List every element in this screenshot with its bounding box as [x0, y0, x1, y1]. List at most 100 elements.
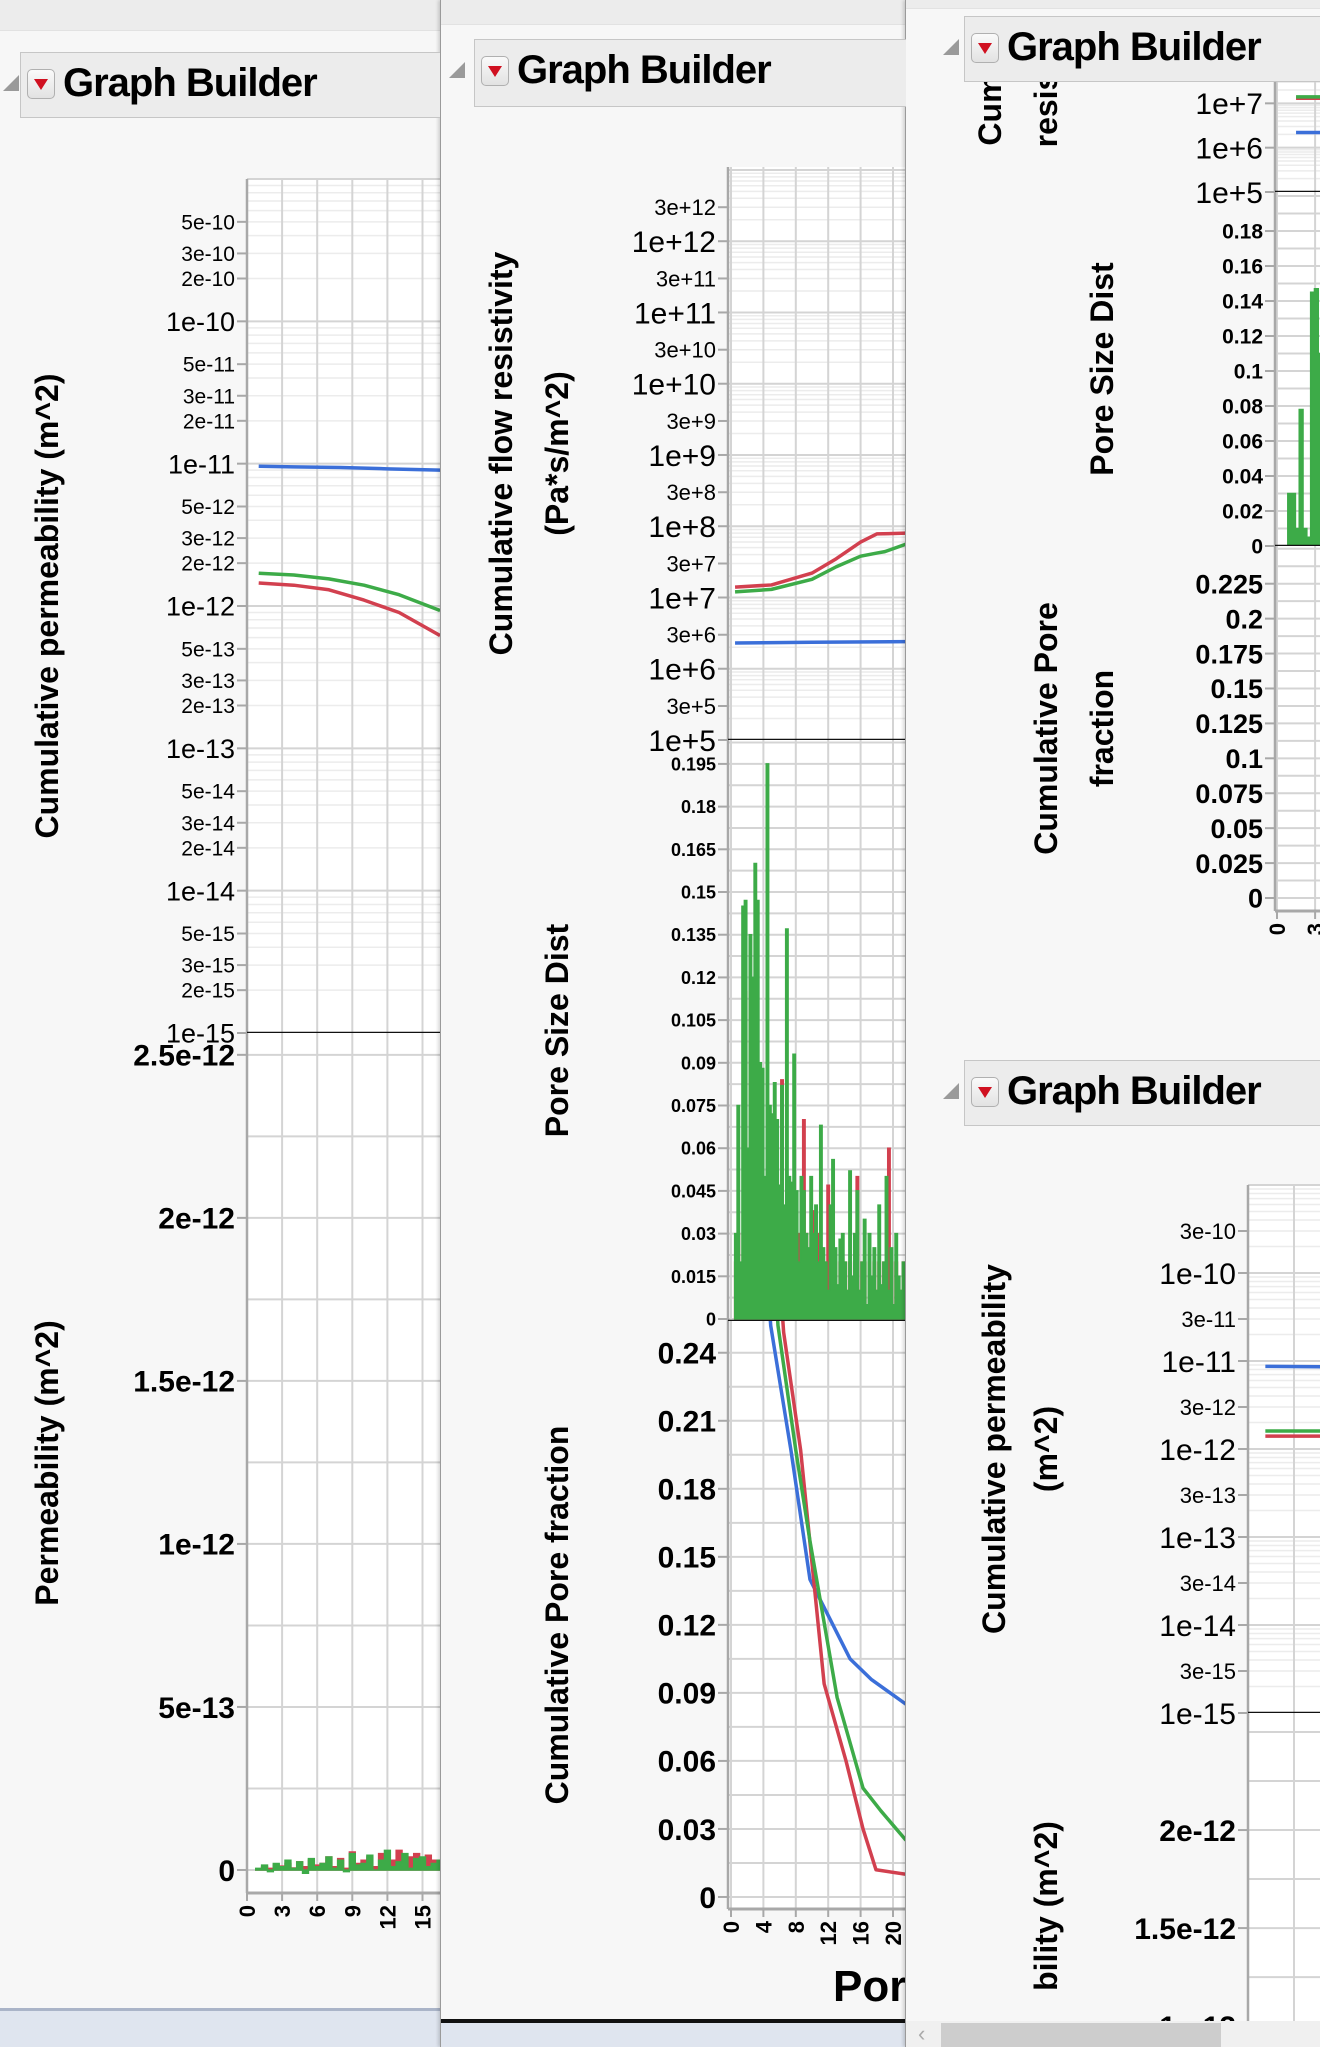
- series-line-red: [734, 531, 906, 589]
- y-tick-label: 3e-12: [181, 528, 235, 551]
- y-tick-label: 0.15: [681, 882, 716, 902]
- y-tick-label: 0.18: [681, 797, 716, 817]
- red-triangle-menu-button[interactable]: [971, 1077, 999, 1107]
- y-tick-label: 3e+9: [666, 409, 716, 434]
- series-line-blue: [258, 464, 440, 472]
- series-group: [258, 464, 440, 638]
- horizontal-scrollbar[interactable]: ‹: [906, 2021, 1320, 2047]
- graph-builder-header: Graph Builder: [449, 39, 906, 107]
- collapse-triangle-icon[interactable]: [449, 62, 465, 78]
- y-tick-label: 2e-14: [181, 837, 235, 860]
- y-tick-label: 1e-14: [1159, 1610, 1236, 1643]
- y-axis-title: fraction: [1084, 670, 1120, 787]
- graph-builder-plot-2: 3e+12 1e+12 3e+11 1e+11 3e+10 1e+10 3e+9 1e+9 3e…: [483, 167, 906, 1945]
- series-line-green: [775, 1321, 906, 1842]
- y-tick-label: 1.5e-12: [1134, 1913, 1236, 1946]
- y-tick-label: 0.135: [671, 925, 716, 945]
- y-tick-label: 0.18: [658, 1474, 716, 1507]
- y-tick-label: 0.08: [1222, 396, 1263, 419]
- graph-builder-window-2: Graph Builder 3e+12 1e+12 3e+11 1e+11 3e+10 1…: [440, 0, 906, 2047]
- y-axis-title: Pore Size Dist: [1084, 262, 1120, 476]
- y-tick-label: 3e-10: [1180, 1219, 1236, 1244]
- collapse-triangle-icon[interactable]: [943, 39, 959, 55]
- y-tick-label: 1e+5: [648, 725, 716, 758]
- x-tick-label: 0: [235, 1905, 260, 1917]
- y-tick-label: 5e-14: [181, 781, 235, 804]
- y-tick-label: 1e+6: [648, 654, 716, 687]
- scrollbar-thumb[interactable]: [941, 2023, 1221, 2047]
- series-line-red: [781, 1321, 906, 1877]
- x-tick-label: 9: [340, 1905, 365, 1917]
- graph-builder-window-1: Graph Builder 5e-10 3e-10 2e-10 1e-10 5e-11 3…: [0, 0, 440, 2047]
- x-tick-label: 16: [849, 1921, 874, 1945]
- y-tick-label: 5e-10: [181, 211, 235, 234]
- series-area-green: [1287, 288, 1320, 546]
- y-tick-label: 0.1: [1234, 361, 1264, 384]
- y-axis-title: (m^2): [1028, 1406, 1064, 1492]
- y-tick-label: 1e-11: [168, 449, 235, 479]
- series-area-green: [255, 1849, 440, 1874]
- y-tick-label: 3e-15: [1180, 1659, 1236, 1684]
- x-tick-label: 3: [270, 1905, 295, 1917]
- y-axis-title: Permeability (m^2): [29, 1320, 65, 1605]
- y-tick-label: 0.14: [1222, 291, 1263, 314]
- collapse-triangle-icon[interactable]: [943, 1083, 959, 1099]
- series-area-green: [733, 763, 906, 1320]
- y-tick-label: 3e+6: [666, 623, 716, 648]
- series-group: [733, 763, 906, 1320]
- y-tick-label: 2e-10: [181, 268, 235, 291]
- y-tick-label: 1e-13: [1159, 1522, 1236, 1555]
- x-tick-label: 15: [411, 1905, 436, 1929]
- graph-builder-title: Graph Builder: [1007, 1069, 1262, 1113]
- y-tick-label: 1e+11: [634, 297, 716, 330]
- y-tick-label: 0.12: [1222, 326, 1263, 349]
- y-tick-label: 1e-14: [166, 876, 235, 906]
- graph-builder-header-2: Graph Builder: [943, 1060, 1320, 1126]
- window-top-strip: [906, 0, 1320, 9]
- x-tick-label: 12: [816, 1921, 841, 1945]
- collapse-triangle-icon[interactable]: [3, 75, 19, 91]
- y-tick-label: 3e+8: [666, 480, 716, 505]
- window-top-strip: [441, 0, 906, 25]
- y-tick-label: 0.02: [1222, 501, 1263, 524]
- y-axis-title: Cumulative permeability: [976, 1264, 1012, 1634]
- y-axis-title: bility (m^2): [1028, 1821, 1064, 1991]
- y-tick-label: 1e-15: [166, 1019, 235, 1049]
- y-axis-title: Cumulative flow resistivity: [483, 251, 519, 655]
- x-tick-label: 3: [1303, 923, 1320, 935]
- y-tick-label: 2.5e-12: [133, 1040, 235, 1073]
- y-tick-label: 0: [1251, 536, 1263, 559]
- y-tick-label: 0: [706, 1309, 716, 1329]
- y-tick-label: 5e-11: [183, 354, 235, 377]
- y-tick-label: 0.075: [671, 1096, 716, 1116]
- red-triangle-menu-button[interactable]: [481, 56, 509, 86]
- y-axis-title: Cumulative permeability (m^2): [29, 373, 65, 838]
- y-tick-label: 3e-11: [1181, 1307, 1236, 1332]
- scroll-left-arrow-icon[interactable]: ‹: [918, 2021, 926, 2046]
- y-tick-label: 1e+12: [632, 226, 716, 259]
- y-tick-label: 0: [218, 1855, 235, 1888]
- y-tick-label: 2e-13: [181, 695, 235, 718]
- y-tick-label: 0.05: [1210, 814, 1263, 844]
- y-tick-label: 3e+5: [666, 694, 716, 719]
- series-group: [255, 1849, 440, 1874]
- series-group: [734, 531, 906, 645]
- y-tick-label: 1e+6: [1195, 132, 1263, 165]
- red-triangle-menu-button[interactable]: [971, 33, 999, 63]
- y-tick-label: 0: [1248, 884, 1263, 914]
- series-group: [1296, 95, 1320, 135]
- y-tick-label: 0.06: [1222, 431, 1263, 454]
- y-tick-label: 1e+9: [648, 440, 716, 473]
- y-tick-label: 5e-13: [181, 638, 235, 661]
- y-tick-label: 2e-11: [183, 410, 235, 433]
- y-tick-label: 0.045: [671, 1181, 716, 1201]
- y-tick-label: 3e-12: [1180, 1395, 1236, 1420]
- graph-builder-header: Graph Builder: [3, 52, 440, 118]
- y-tick-label: 0.075: [1195, 779, 1263, 809]
- red-triangle-menu-button[interactable]: [27, 69, 55, 99]
- y-tick-label: 1e-11: [1161, 1346, 1236, 1379]
- x-tick-label: 12: [375, 1905, 400, 1929]
- graph-builder-header: Graph Builder: [943, 16, 1320, 82]
- y-tick-label: 0.24: [658, 1338, 717, 1371]
- y-tick-label: 0.225: [1195, 569, 1263, 599]
